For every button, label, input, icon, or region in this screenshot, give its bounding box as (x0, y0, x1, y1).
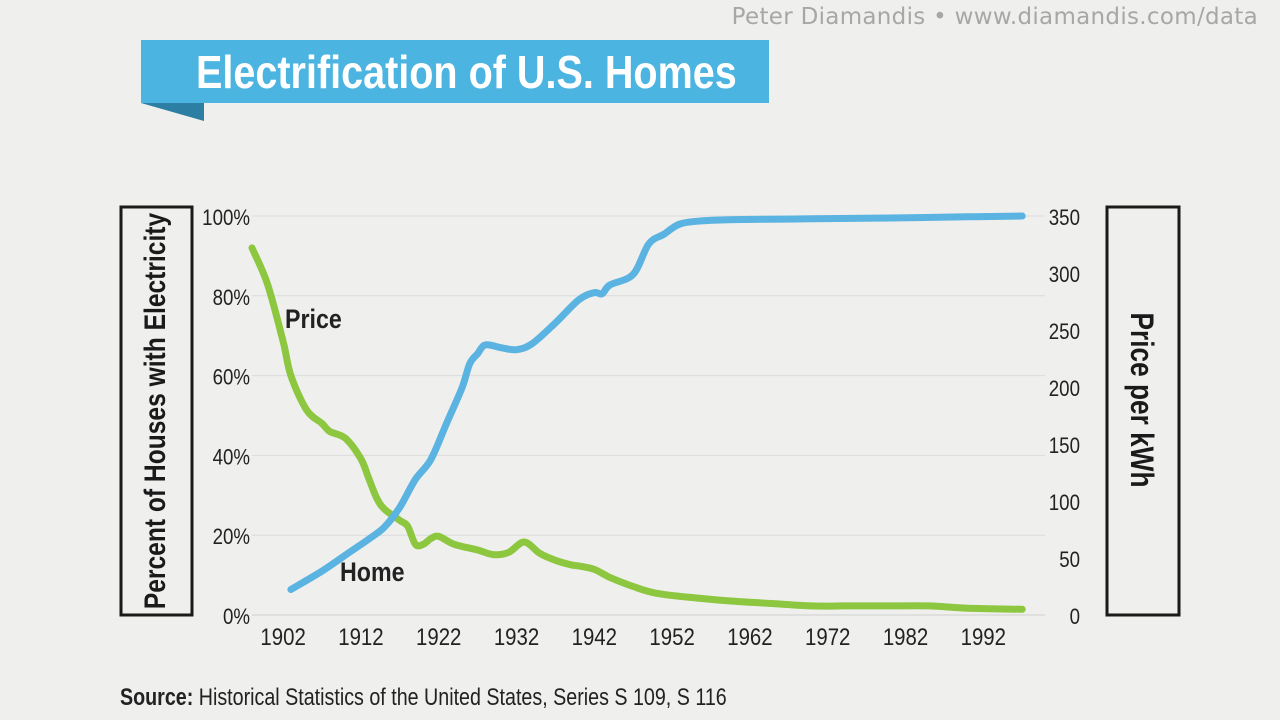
right-tick-label: 50 (1059, 549, 1080, 573)
right-tick-label: 0 (1070, 606, 1080, 630)
left-tick-label: 80% (213, 286, 250, 310)
right-tick-label: 200 (1049, 378, 1080, 402)
source-text: Historical Statistics of the United Stat… (198, 684, 727, 711)
title-banner-fold (141, 103, 204, 121)
left-tick-label: 0% (223, 606, 250, 630)
x-tick-label: 1992 (961, 623, 1006, 650)
x-tick-label: 1972 (805, 623, 850, 650)
right-tick-labels: 0 50 100 150 200 250 300 350 (1049, 207, 1080, 630)
right-tick-label: 150 (1049, 435, 1080, 459)
right-axis-label: Price per kWh (1123, 313, 1158, 488)
price-series-line (248, 244, 1026, 613)
x-tick-label: 1982 (883, 623, 928, 650)
series-lines (248, 212, 1026, 613)
home-annotation: Home (340, 557, 404, 587)
left-tick-labels: 0% 20% 40% 60% 80% 100% (202, 207, 250, 630)
x-tick-label: 1952 (649, 623, 694, 650)
title-banner (141, 40, 769, 103)
x-tick-label: 1912 (338, 623, 383, 650)
right-tick-label: 100 (1049, 492, 1080, 516)
right-axis-label-box (1105, 205, 1181, 617)
home-series-line (287, 212, 1026, 593)
left-tick-label: 60% (213, 366, 250, 390)
source-note: Source: Historical Statistics of the Uni… (120, 684, 727, 712)
x-tick-label: 1902 (260, 623, 305, 650)
x-tick-label: 1922 (416, 623, 461, 650)
right-tick-label: 300 (1049, 264, 1080, 288)
price-annotation: Price (285, 304, 342, 334)
source-label: Source: (120, 684, 194, 711)
x-tick-label: 1932 (494, 623, 539, 650)
grid-lines (252, 215, 1045, 616)
left-axis-label: Percent of Houses with Electricity (138, 212, 172, 609)
left-tick-label: 100% (202, 207, 250, 231)
x-tick-label: 1942 (572, 623, 617, 650)
x-tick-label: 1962 (727, 623, 772, 650)
chart-title: Electrification of U.S. Homes (196, 46, 737, 98)
right-tick-label: 250 (1049, 321, 1080, 345)
x-tick-labels: 1902 1912 1922 1932 1942 1952 1962 1972 1982 1992 (260, 623, 1006, 650)
left-tick-label: 20% (213, 526, 250, 550)
right-tick-label: 350 (1049, 207, 1080, 231)
left-axis-label-box (119, 205, 194, 617)
credit-text: Peter Diamandis • www.diamandis.com/data (731, 4, 1258, 30)
left-tick-label: 40% (213, 446, 250, 470)
